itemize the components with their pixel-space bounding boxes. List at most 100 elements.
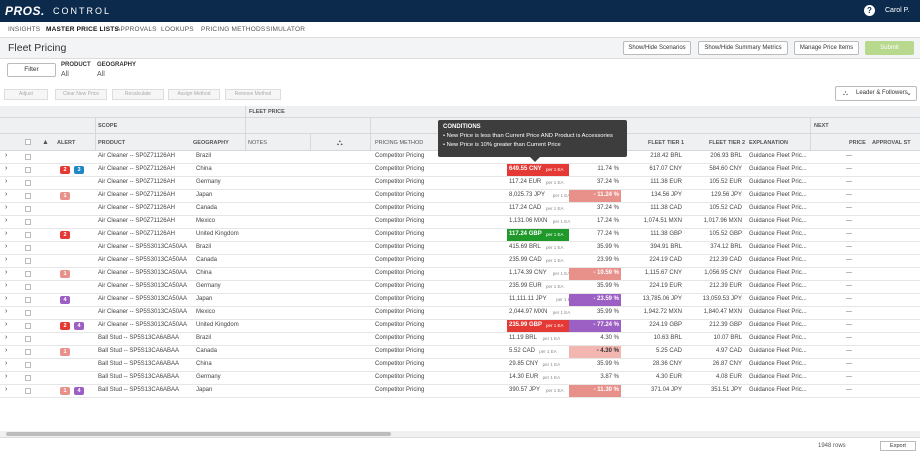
- explanation-cell[interactable]: Guidance Fleet Pric...: [749, 179, 807, 185]
- alert-badge[interactable]: 1: [60, 270, 70, 278]
- expand-chevron-icon[interactable]: ›: [5, 308, 8, 315]
- expand-chevron-icon[interactable]: ›: [5, 347, 8, 354]
- pricing-method-cell[interactable]: Competitor Pricing: [375, 374, 425, 380]
- explanation-cell[interactable]: Guidance Fleet Pric...: [749, 244, 807, 250]
- pricing-method-cell[interactable]: Competitor Pricing: [375, 179, 425, 185]
- pricing-method-cell[interactable]: Competitor Pricing: [375, 322, 425, 328]
- expand-chevron-icon[interactable]: ›: [5, 334, 8, 341]
- nav-approvals[interactable]: APPROVALS: [116, 26, 157, 33]
- new-price-cell[interactable]: 14.30 EUR per 1 EA: [507, 372, 569, 384]
- new-price-cell[interactable]: 1,174.39 CNY per 1 EA: [507, 268, 570, 280]
- pricing-method-cell[interactable]: Competitor Pricing: [375, 348, 425, 354]
- row-checkbox[interactable]: [25, 180, 31, 186]
- pricing-method-column-header[interactable]: PRICING METHOD: [375, 140, 424, 146]
- table-row[interactable]: › 1 Air Cleaner -- SP5S3013CA50AA China Comp…: [0, 268, 920, 281]
- pricing-method-cell[interactable]: Competitor Pricing: [375, 283, 425, 289]
- new-price-cell[interactable]: 1,131.06 MXN per 1 EA: [507, 216, 570, 228]
- pricing-method-cell[interactable]: Competitor Pricing: [375, 335, 425, 341]
- explanation-cell[interactable]: Guidance Fleet Pric...: [749, 166, 807, 172]
- explanation-cell[interactable]: Guidance Fleet Pric...: [749, 231, 807, 237]
- pricing-method-cell[interactable]: Competitor Pricing: [375, 309, 425, 315]
- explanation-cell[interactable]: Guidance Fleet Pric...: [749, 257, 807, 263]
- explanation-cell[interactable]: Guidance Fleet Pric...: [749, 374, 807, 380]
- table-row[interactable]: › 2 Air Cleaner -- SP0Z71126AH United Kingd…: [0, 229, 920, 242]
- expand-chevron-icon[interactable]: ›: [5, 373, 8, 380]
- table-row[interactable]: › Air Cleaner -- SP0Z71126AH Germany Compet…: [0, 177, 920, 190]
- expand-chevron-icon[interactable]: ›: [5, 165, 8, 172]
- expand-chevron-icon[interactable]: ›: [5, 204, 8, 211]
- table-row[interactable]: › Ball Stud -- SP5S13CA6ABAA Brazil Competi…: [0, 333, 920, 346]
- price-column-header[interactable]: PRICE: [849, 140, 866, 146]
- expand-chevron-icon[interactable]: ›: [5, 191, 8, 198]
- select-all-checkbox[interactable]: [25, 139, 31, 145]
- help-icon[interactable]: ?: [864, 5, 875, 16]
- pricing-method-cell[interactable]: Competitor Pricing: [375, 205, 425, 211]
- alert-column-header[interactable]: ALERT: [57, 140, 76, 146]
- expand-chevron-icon[interactable]: ›: [5, 256, 8, 263]
- alert-badge[interactable]: 3: [74, 166, 84, 174]
- new-price-cell[interactable]: 2,044.97 MXN per 1 EA: [507, 307, 570, 319]
- explanation-cell[interactable]: Guidance Fleet Pric...: [749, 153, 807, 159]
- pricing-method-cell[interactable]: Competitor Pricing: [375, 296, 425, 302]
- new-price-cell[interactable]: 390.57 JPY per 1 EA: [507, 385, 569, 397]
- expand-chevron-icon[interactable]: ›: [5, 230, 8, 237]
- expand-chevron-icon[interactable]: ›: [5, 178, 8, 185]
- row-checkbox[interactable]: [25, 375, 31, 381]
- explanation-cell[interactable]: Guidance Fleet Pric...: [749, 387, 807, 393]
- assign-method-button[interactable]: Assign Method: [168, 89, 220, 100]
- scrollbar-thumb[interactable]: [6, 432, 391, 436]
- pricing-method-cell[interactable]: Competitor Pricing: [375, 257, 425, 263]
- show-hide-scenarios-button[interactable]: Show/Hide Scenarios: [623, 41, 691, 55]
- explanation-cell[interactable]: Guidance Fleet Pric...: [749, 218, 807, 224]
- explanation-cell[interactable]: Guidance Fleet Pric...: [749, 361, 807, 367]
- table-row[interactable]: › 4 Air Cleaner -- SP5S3013CA50AA Japan Comp…: [0, 294, 920, 307]
- row-checkbox[interactable]: [25, 297, 31, 303]
- table-row[interactable]: › Air Cleaner -- SP5S3013CA50AA Brazil Comp…: [0, 242, 920, 255]
- horizontal-scrollbar[interactable]: [0, 431, 920, 437]
- alert-badge[interactable]: 1: [60, 387, 70, 395]
- expand-chevron-icon[interactable]: ›: [5, 282, 8, 289]
- pricing-method-cell[interactable]: Competitor Pricing: [375, 166, 425, 172]
- notes-column-header[interactable]: NOTES: [248, 140, 267, 146]
- approval-column-header[interactable]: APPROVAL ST: [872, 140, 911, 146]
- pricing-method-cell[interactable]: Competitor Pricing: [375, 218, 425, 224]
- user-menu[interactable]: Carol P.: [885, 7, 910, 14]
- explanation-cell[interactable]: Guidance Fleet Pric...: [749, 296, 807, 302]
- alert-badge[interactable]: 2: [60, 322, 70, 330]
- expand-chevron-icon[interactable]: ›: [5, 321, 8, 328]
- table-row[interactable]: › Ball Stud -- SP5S13CA6ABAA Germany Compet…: [0, 372, 920, 385]
- table-row[interactable]: › Air Cleaner -- SP0Z71126AH Mexico Competi…: [0, 216, 920, 229]
- pricing-method-cell[interactable]: Competitor Pricing: [375, 244, 425, 250]
- expand-chevron-icon[interactable]: ›: [5, 269, 8, 276]
- new-price-cell[interactable]: 8,025.73 JPY per 1 EA: [507, 190, 570, 202]
- expand-chevron-icon[interactable]: ›: [5, 360, 8, 367]
- new-price-cell[interactable]: 415.69 BRL per 1 EA: [507, 242, 569, 254]
- row-checkbox[interactable]: [25, 362, 31, 368]
- expand-chevron-icon[interactable]: ›: [5, 295, 8, 302]
- expand-chevron-icon[interactable]: ›: [5, 217, 8, 224]
- table-row[interactable]: › Air Cleaner -- SP0Z71126AH Canada Competi…: [0, 203, 920, 216]
- row-checkbox[interactable]: [25, 271, 31, 277]
- expand-chevron-icon[interactable]: ›: [5, 152, 8, 159]
- new-price-cell[interactable]: 117.24 GBP per 1 EA: [507, 229, 569, 241]
- table-row[interactable]: › 1 4 Ball Stud -- SP5S13CA6ABAA Japan Compet…: [0, 385, 920, 398]
- table-row[interactable]: › 2 3 Air Cleaner -- SP0Z71126AH China Compet…: [0, 164, 920, 177]
- alert-badge[interactable]: 2: [60, 231, 70, 239]
- new-price-cell[interactable]: 649.55 CNY per 1 EA: [507, 164, 569, 176]
- explanation-cell[interactable]: Guidance Fleet Pric...: [749, 270, 807, 276]
- nav-simulator[interactable]: SIMULATOR: [266, 26, 306, 33]
- new-price-cell[interactable]: 11,111.11 JPY per 1 EA: [507, 294, 574, 306]
- row-checkbox[interactable]: [25, 258, 31, 264]
- expand-chevron-icon[interactable]: ›: [5, 243, 8, 250]
- explanation-cell[interactable]: Guidance Fleet Pric...: [749, 335, 807, 341]
- export-button[interactable]: Export: [880, 441, 916, 451]
- filter-button[interactable]: Filter: [7, 63, 56, 77]
- new-price-cell[interactable]: 235.99 EUR per 1 EA: [507, 281, 569, 293]
- row-checkbox[interactable]: [25, 219, 31, 225]
- alert-badge[interactable]: 1: [60, 192, 70, 200]
- remove-method-button[interactable]: Remove Method: [225, 89, 281, 100]
- alert-badge[interactable]: 4: [60, 296, 70, 304]
- table-row[interactable]: › Air Cleaner -- SP5S3013CA50AA Germany Com…: [0, 281, 920, 294]
- explanation-cell[interactable]: Guidance Fleet Pric...: [749, 283, 807, 289]
- row-checkbox[interactable]: [25, 349, 31, 355]
